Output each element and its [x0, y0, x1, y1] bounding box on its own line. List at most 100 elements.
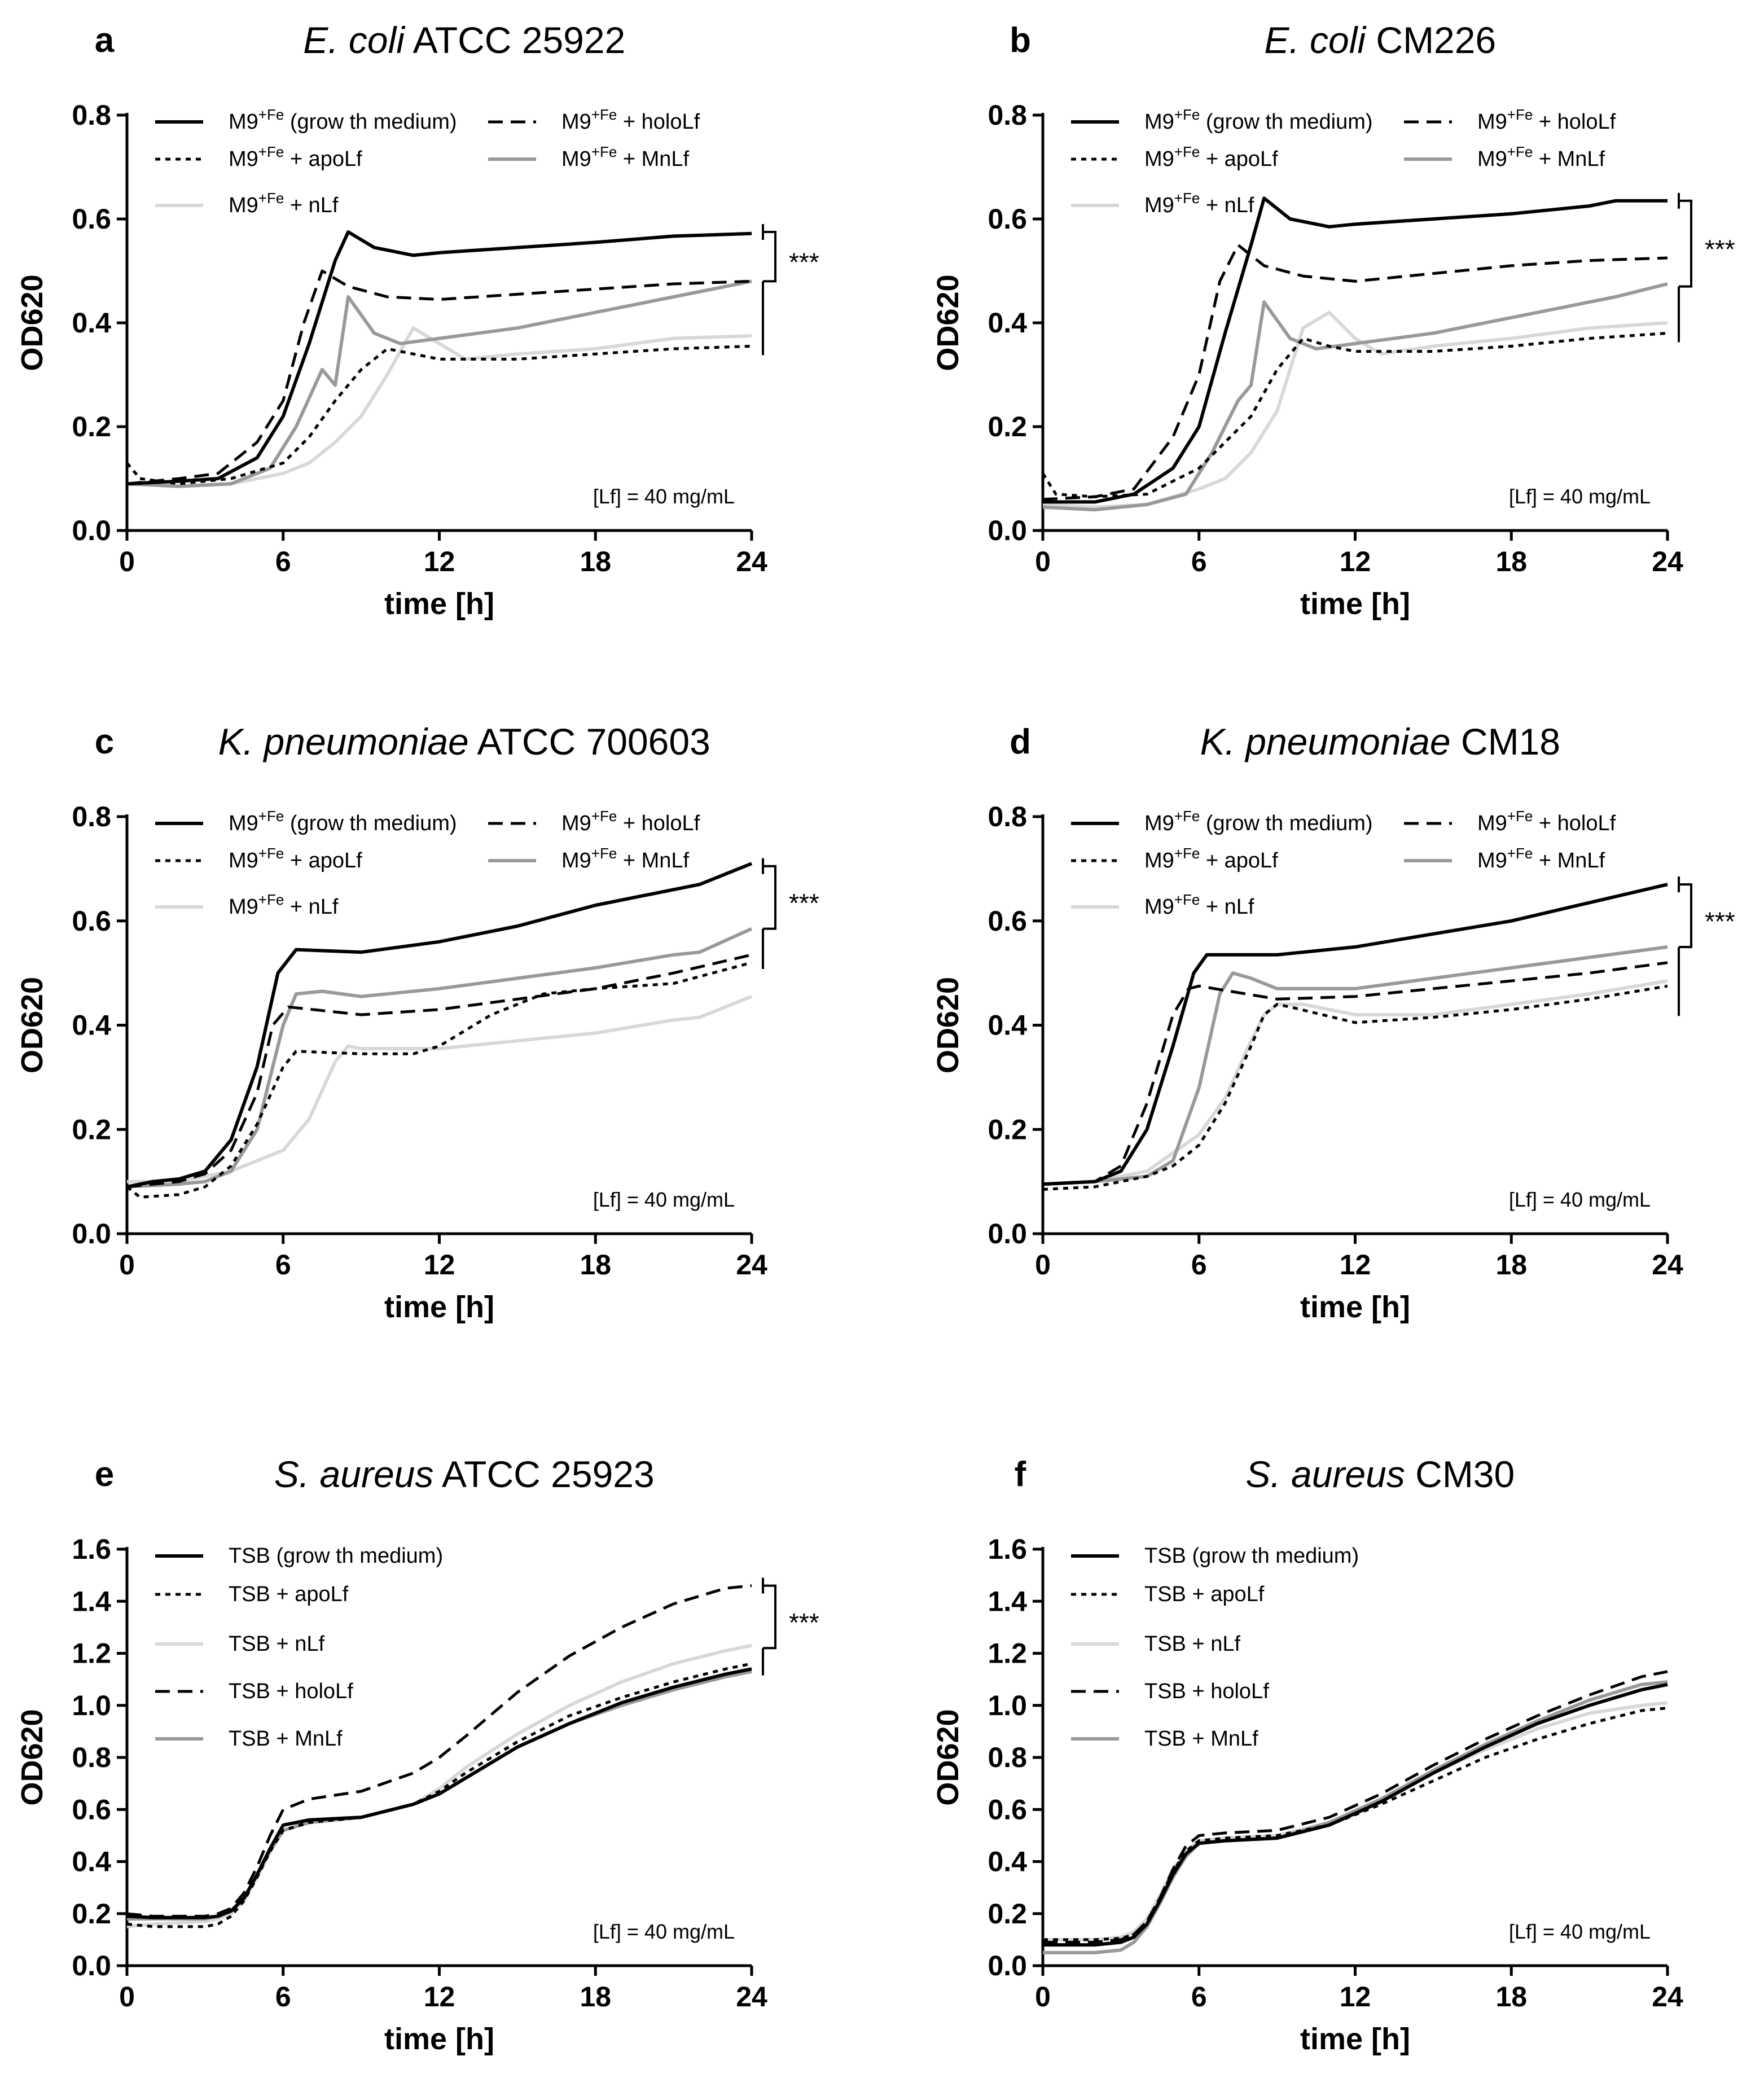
series-line-mn: [1043, 1680, 1668, 1954]
legend-item-nlf: M9+Fe + nLf: [155, 190, 339, 217]
legend-label-tail: (grow th medium): [1200, 812, 1372, 835]
legend-label: M9+Fe + holoLf: [561, 808, 700, 835]
panel-e: e S. aureus ATCC 25923 0.0 0.2 0.4 0.6 0.8 1.0 1…: [15, 1453, 819, 2056]
series-line-nlf: [1042, 979, 1668, 1186]
significance-bracket: [762, 1584, 776, 1676]
x-tick-label: 12: [424, 1981, 455, 2013]
legend-label-tail: + apoLf: [1200, 849, 1278, 873]
y-tick-label: 0.0: [988, 515, 1027, 546]
y-tick-label: 0.0: [988, 1950, 1027, 1981]
significance-stars: ***: [1705, 235, 1735, 264]
x-tick-label: 12: [1340, 546, 1371, 577]
legend-label-sup: +Fe: [1507, 106, 1533, 123]
series-line-apo: [1043, 1706, 1668, 1941]
legend-label: M9+Fe + holoLf: [1477, 808, 1616, 835]
legend-label-text: TSB + holoLf: [229, 1680, 353, 1703]
legend-label-sup: +Fe: [1507, 845, 1533, 862]
title-species: K. pneumoniae: [218, 721, 469, 762]
x-tick-label: 18: [1495, 546, 1527, 577]
panel-d: d K. pneumoniae CM18 0.0 0.2 0.4 0.6 0.8 0 6 12 18…: [931, 721, 1735, 1324]
legend-label-text: TSB + holoLf: [1144, 1680, 1269, 1703]
legend-label-tail: + nLf: [284, 194, 339, 217]
y-tick-label: 0.8: [988, 1742, 1027, 1773]
series-line-mn: [1042, 282, 1668, 512]
x-tick-label: 0: [119, 1981, 135, 2013]
y-tick-label: 1.2: [988, 1638, 1027, 1669]
y-tick-label: 0.0: [72, 1950, 111, 1981]
series-line-growth: [126, 1667, 752, 1919]
legend-label-tail: + MnLf: [1533, 849, 1605, 873]
y-tick-label: 0.2: [72, 1898, 111, 1930]
legend-label: TSB + MnLf: [229, 1727, 343, 1751]
legend-label-tail: (grow th medium): [1200, 110, 1372, 134]
legend-label-head: M9: [1477, 849, 1507, 873]
legend-item-growth: M9+Fe (grow th medium): [1071, 106, 1373, 134]
x-tick-label: 24: [736, 546, 767, 577]
series-line-mn: [1042, 945, 1668, 1186]
legend-item-growth: M9+Fe (grow th medium): [155, 808, 457, 835]
legend-label-tail: + MnLf: [1533, 147, 1605, 171]
title-strain: CM226: [1366, 19, 1496, 61]
x-tick-label: 6: [275, 1249, 291, 1281]
concentration-annotation: [Lf] = 40 mg/mL: [1509, 1188, 1651, 1211]
legend-label-sup: +Fe: [1174, 190, 1200, 207]
panel-letter: d: [1010, 722, 1031, 761]
series-line-holo: [126, 269, 752, 485]
legend-label-tail: + holoLf: [1533, 812, 1616, 835]
series-line-mn: [126, 927, 753, 1189]
legend-label-head: M9: [229, 194, 258, 217]
legend-item-nlf: TSB + nLf: [155, 1632, 324, 1656]
legend-item-growth: M9+Fe (grow th medium): [155, 106, 457, 134]
legend-item-holo: M9+Fe + holoLf: [488, 106, 700, 134]
legend-item-apo: M9+Fe + apoLf: [1071, 143, 1278, 171]
y-tick-label: 0.6: [72, 905, 111, 937]
y-tick-label: 0.0: [988, 1218, 1027, 1250]
legend-label-sup: +Fe: [1174, 845, 1200, 862]
series-line-apo: [1041, 331, 1668, 498]
x-axis-label: time [h]: [384, 1290, 494, 1324]
legend-label-tail: (grow th medium): [284, 812, 457, 835]
y-tick-label: 0.6: [988, 1794, 1027, 1825]
y-tick-label: 0.6: [988, 203, 1027, 235]
legend-label-sup: +Fe: [258, 845, 284, 862]
legend-label: TSB (grow th medium): [229, 1544, 443, 1568]
series-line-nlf: [127, 994, 753, 1183]
legend-label-sup: +Fe: [1174, 143, 1200, 160]
legend-label-sup: +Fe: [591, 143, 617, 160]
legend-label-sup: +Fe: [1174, 891, 1200, 908]
legend-label: M9+Fe + holoLf: [1477, 106, 1616, 134]
legend-item-mn: M9+Fe + MnLf: [488, 143, 690, 171]
legend-label-text: TSB + apoLf: [1144, 1582, 1265, 1606]
y-axis-label: OD620: [15, 1709, 49, 1805]
legend-label: TSB + apoLf: [229, 1582, 349, 1606]
x-tick-label: 24: [1652, 546, 1683, 577]
y-tick-label: 0.8: [988, 801, 1027, 832]
legend-label-head: M9: [1144, 110, 1174, 134]
x-axis-label: time [h]: [384, 2022, 494, 2056]
title-species: S. aureus: [274, 1453, 434, 1495]
series-line-apo: [126, 1662, 752, 1928]
x-tick-label: 12: [424, 546, 455, 577]
concentration-annotation: [Lf] = 40 mg/mL: [593, 1920, 735, 1943]
x-tick-label: 18: [580, 1981, 611, 2013]
legend-label-tail: + apoLf: [284, 147, 362, 171]
legend-label: M9+Fe + nLf: [229, 190, 339, 217]
y-tick-label: 0.8: [72, 801, 111, 832]
legend-label: M9+Fe (grow th medium): [229, 808, 457, 835]
concentration-annotation: [Lf] = 40 mg/mL: [1509, 1920, 1651, 1943]
y-axis-label: OD620: [15, 977, 49, 1073]
significance-stars: ***: [789, 888, 819, 918]
legend-label-text: TSB + MnLf: [1144, 1727, 1258, 1751]
y-tick-label: 0.4: [988, 1846, 1027, 1878]
legend-label-text: TSB + apoLf: [229, 1582, 349, 1606]
y-tick-label: 0.2: [988, 1113, 1027, 1145]
legend-label: TSB + nLf: [229, 1632, 324, 1656]
x-tick-label: 6: [1191, 1249, 1207, 1281]
legend-label-sup: +Fe: [591, 808, 617, 825]
x-axis-label: time [h]: [1300, 2022, 1410, 2056]
legend-item-mn: M9+Fe + MnLf: [488, 845, 690, 873]
x-tick-label: 18: [1495, 1981, 1527, 2013]
legend-item-nlf: M9+Fe + nLf: [155, 891, 339, 919]
panel-letter: e: [95, 1455, 114, 1494]
significance-bracket: [1678, 199, 1692, 343]
